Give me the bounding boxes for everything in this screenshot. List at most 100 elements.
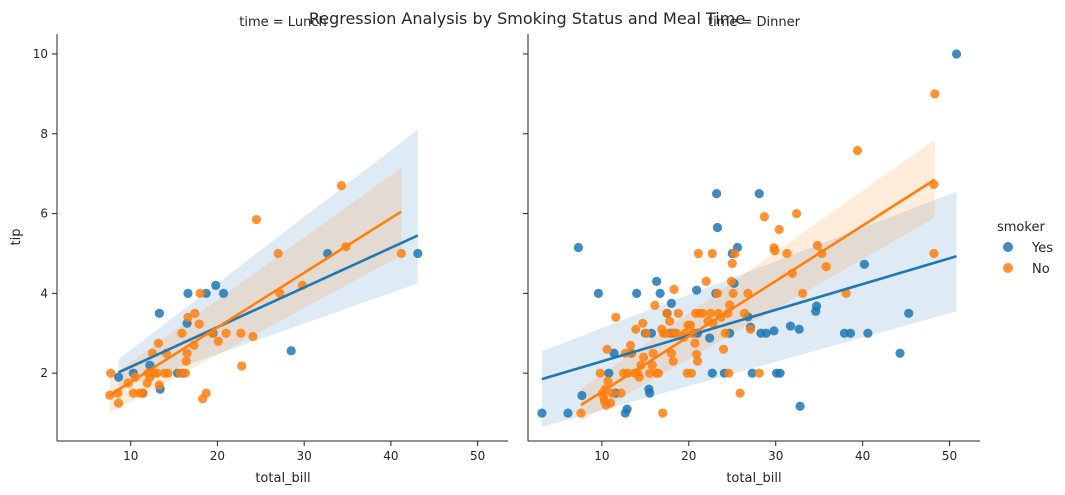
lunch-x-tick-label: 10 <box>123 449 138 463</box>
dinner-point-no <box>673 308 683 318</box>
dinner-point-yes <box>645 388 655 398</box>
dinner-point-no <box>725 300 735 310</box>
dinner-point-no <box>821 262 831 272</box>
lunch-point-yes <box>286 346 296 356</box>
dinner-point-no <box>698 308 708 318</box>
dinner-point-no <box>638 318 648 328</box>
dinner-ci-band-yes <box>541 191 957 428</box>
dinner-point-no <box>701 276 711 286</box>
dinner-point-no <box>647 360 657 370</box>
dinner-point-no <box>770 246 780 256</box>
dinner-point-yes <box>573 242 584 253</box>
dinner-point-no <box>641 328 651 338</box>
dinner-point-yes <box>895 348 905 358</box>
dinner-point-no <box>743 288 753 298</box>
lunch-point-yes <box>113 372 124 382</box>
dinner-point-no <box>759 212 770 222</box>
dinner-regression-line-yes <box>541 255 957 381</box>
dinner-point-no <box>672 328 682 338</box>
dinner-point-no <box>724 368 734 378</box>
dinner-point-no <box>625 340 636 350</box>
dinner-point-no <box>705 308 716 318</box>
dinner-point-no <box>791 208 802 219</box>
dinner-point-no <box>611 312 621 322</box>
dinner-point-yes <box>769 326 779 336</box>
dinner-x-axis-label: total_bill <box>726 471 781 486</box>
lunch-point-yes <box>413 248 423 259</box>
lunch-point-yes <box>183 288 193 298</box>
dinner-point-no <box>720 328 730 338</box>
dinner-panel: 10 20 30 40 50 <box>523 34 980 463</box>
dinner-point-yes <box>775 368 785 378</box>
dinner-point-yes <box>652 276 662 286</box>
lunch-x-tick-label: 20 <box>210 449 225 463</box>
lunch-point-no <box>182 348 192 358</box>
dinner-point-no <box>648 348 658 358</box>
lunch-panel-title: time = Lunch <box>239 15 326 30</box>
dinner-point-yes <box>632 288 642 298</box>
lunch-point-no <box>194 319 204 329</box>
lunch-point-no <box>275 288 285 298</box>
dinner-point-no <box>782 248 792 259</box>
dinner-point-no <box>693 248 703 259</box>
lunch-ci-band-yes <box>118 129 418 390</box>
dinner-panel-title: time = Dinner <box>708 15 801 30</box>
dinner-point-no <box>730 248 740 259</box>
lunch-point-no <box>221 328 231 338</box>
lunch-x-tick-label: 40 <box>383 449 398 463</box>
lunch-regression-line-yes <box>118 234 419 374</box>
dinner-point-no <box>602 344 612 354</box>
dinner-point-yes <box>563 408 573 418</box>
dinner-point-no <box>798 288 808 298</box>
lunch-point-no <box>213 336 223 346</box>
dinner-x-tick-label: 30 <box>768 449 783 463</box>
dinner-point-yes <box>811 301 822 311</box>
lunch-x-axis-label: total_bill <box>255 471 310 486</box>
dinner-point-yes <box>747 368 757 378</box>
lunch-point-no <box>180 368 190 378</box>
lunch-point-no <box>106 368 116 378</box>
lunch-point-no <box>396 248 406 259</box>
dinner-point-no <box>603 376 613 386</box>
dinner-point-yes <box>622 404 632 414</box>
lunch-y-tick-label: 2 <box>40 366 48 380</box>
lunch-point-yes <box>211 280 221 290</box>
lunch-y-tick-label: 4 <box>40 286 48 300</box>
legend-marker-no <box>1003 263 1013 273</box>
dinner-point-no <box>745 324 756 334</box>
lunch-point-no <box>251 214 262 225</box>
lunch-point-yes <box>218 288 229 298</box>
lunch-point-no <box>154 380 164 390</box>
dinner-point-no <box>607 388 617 398</box>
dinner-point-no <box>662 308 672 318</box>
dinner-x-tick-label: 50 <box>942 449 957 463</box>
lunch-y-tick-label: 10 <box>33 47 48 61</box>
dinner-point-no <box>727 258 737 269</box>
lunch-y-tick-label: 8 <box>40 127 48 141</box>
dinner-point-yes <box>761 328 771 338</box>
lunch-regression-line-no <box>109 210 403 397</box>
lunch-x-tick-label: 50 <box>470 449 485 463</box>
y-axis-label: tip <box>9 229 24 246</box>
dinner-point-yes <box>785 321 796 331</box>
dinner-point-no <box>685 320 696 330</box>
dinner-point-no <box>658 408 668 418</box>
dinner-point-no <box>739 308 750 318</box>
dinner-point-yes <box>712 222 723 233</box>
lunch-point-no <box>273 248 283 259</box>
dinner-point-yes <box>712 189 722 199</box>
lunch-point-no <box>237 361 247 371</box>
dinner-point-no <box>812 240 823 251</box>
lunch-point-no <box>181 356 191 366</box>
dinner-point-yes <box>604 368 614 378</box>
dinner-point-no <box>692 356 703 366</box>
dinner-point-no <box>669 284 679 294</box>
lunch-point-no <box>236 328 246 338</box>
dinner-point-yes <box>577 390 587 401</box>
dinner-point-yes <box>707 368 717 378</box>
dinner-point-yes <box>692 285 702 295</box>
lunch-point-no <box>113 398 124 408</box>
lunch-point-no <box>190 308 200 318</box>
lunch-point-no <box>201 388 211 398</box>
